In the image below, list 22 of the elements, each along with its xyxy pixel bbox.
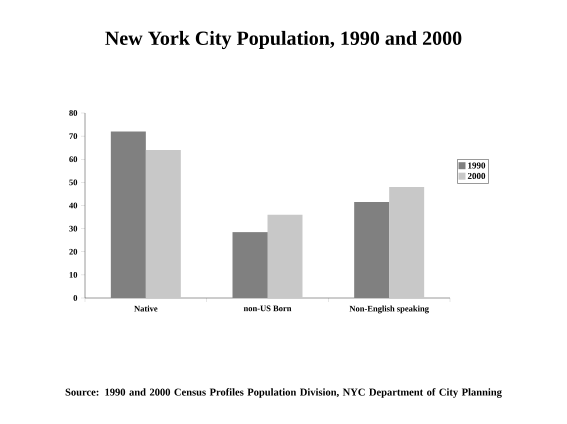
chart-title: New York City Population, 1990 and 2000: [105, 30, 462, 50]
y-tick-label: 70: [69, 133, 78, 139]
y-tick-label: 50: [69, 180, 78, 186]
y-tick-label: 80: [69, 110, 78, 116]
bar: [110, 132, 146, 298]
legend-label: 1990: [468, 162, 486, 169]
x-tick-label: Native: [134, 306, 158, 312]
bar: [389, 187, 424, 298]
source-note: Source: 1990 and 2000 Census Profiles Population Division, NYC Department of City Planning: [66, 388, 502, 398]
y-tick-label: 20: [69, 248, 78, 255]
bar: [146, 150, 181, 298]
y-tick-label: 40: [69, 202, 78, 208]
bar: [354, 202, 390, 298]
legend-label: 2000: [468, 172, 486, 180]
y-tick-label: 10: [70, 272, 78, 278]
bar: [232, 232, 268, 298]
bar: [268, 214, 302, 298]
x-tick-label: non-US Born: [244, 306, 292, 312]
y-tick-label: 60: [69, 156, 78, 162]
y-tick-label: 30: [69, 226, 78, 232]
x-tick-label: Non-English speaking: [350, 306, 429, 314]
y-tick-label: 0: [74, 295, 78, 301]
